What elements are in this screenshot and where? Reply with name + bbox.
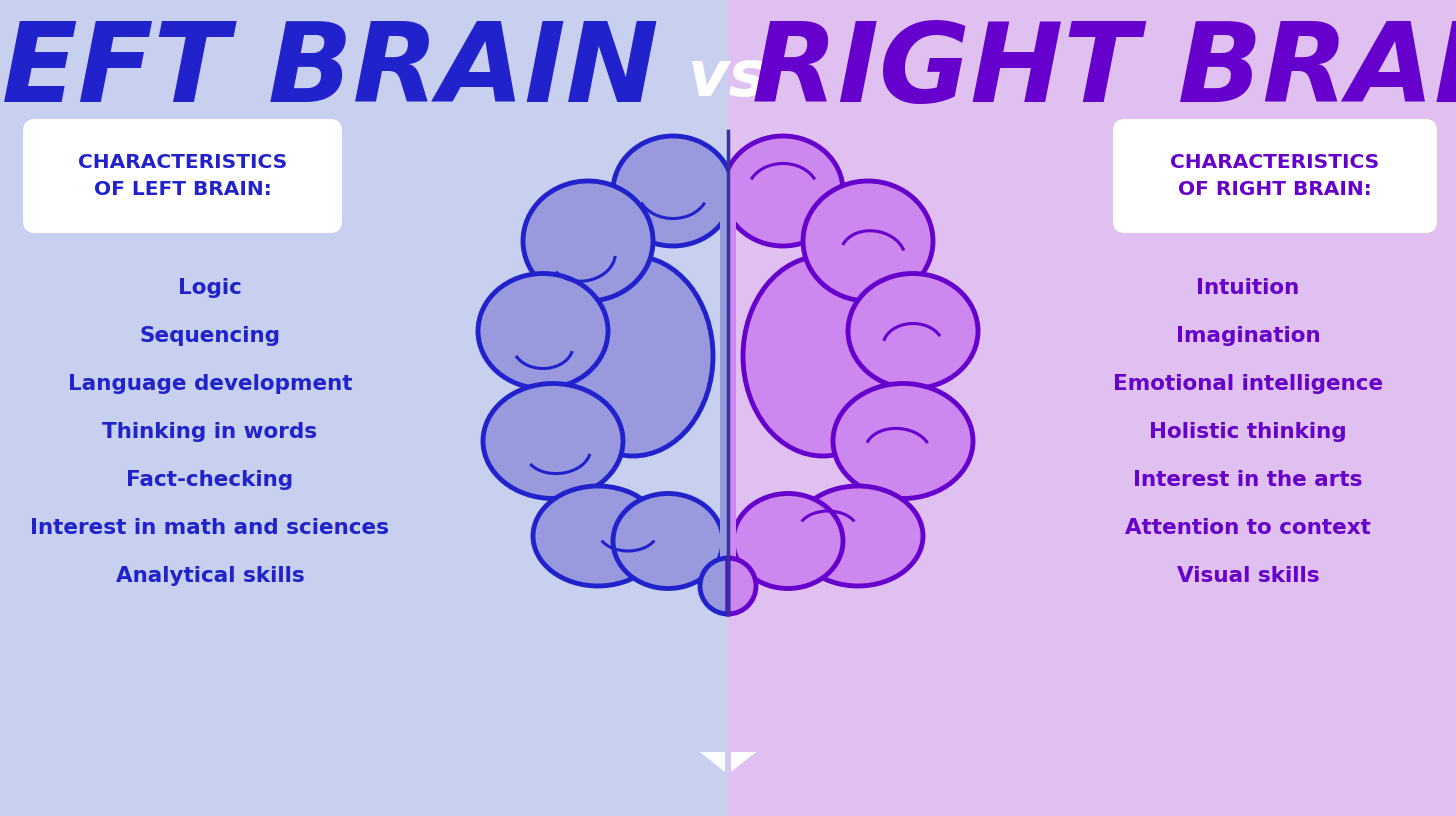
Text: Imagination: Imagination	[1175, 326, 1321, 346]
Ellipse shape	[613, 494, 724, 588]
Bar	[728, 0, 1456, 816]
Ellipse shape	[794, 486, 923, 586]
Wedge shape	[728, 558, 756, 614]
Text: vs: vs	[689, 47, 767, 109]
Text: Sequencing: Sequencing	[140, 326, 281, 346]
Text: Visual skills: Visual skills	[1176, 566, 1319, 586]
Text: Attention to context: Attention to context	[1125, 518, 1372, 538]
Wedge shape	[700, 558, 728, 614]
Ellipse shape	[553, 256, 713, 456]
Text: Interest in the arts: Interest in the arts	[1133, 470, 1363, 490]
Ellipse shape	[743, 256, 903, 456]
FancyBboxPatch shape	[23, 119, 342, 233]
Text: Holistic thinking: Holistic thinking	[1149, 422, 1347, 442]
Text: RIGHT BRAIN: RIGHT BRAIN	[751, 17, 1456, 125]
Text: CHARACTERISTICS
OF RIGHT BRAIN:: CHARACTERISTICS OF RIGHT BRAIN:	[1171, 153, 1380, 199]
Text: Thinking in words: Thinking in words	[102, 422, 317, 442]
Text: Language development: Language development	[68, 374, 352, 394]
Ellipse shape	[483, 384, 623, 499]
Bar	[721, 186, 728, 586]
Polygon shape	[700, 752, 725, 772]
Ellipse shape	[804, 181, 933, 301]
Polygon shape	[731, 752, 756, 772]
Ellipse shape	[613, 136, 732, 246]
Text: Fact-checking: Fact-checking	[127, 470, 294, 490]
Ellipse shape	[724, 136, 843, 246]
FancyBboxPatch shape	[1112, 119, 1437, 233]
Ellipse shape	[533, 486, 662, 586]
Text: Intuition: Intuition	[1197, 278, 1300, 298]
Ellipse shape	[478, 273, 609, 388]
Ellipse shape	[523, 181, 652, 301]
Text: Emotional intelligence: Emotional intelligence	[1112, 374, 1383, 394]
Ellipse shape	[847, 273, 978, 388]
Ellipse shape	[833, 384, 973, 499]
Bar	[0, 0, 728, 816]
Text: Logic: Logic	[178, 278, 242, 298]
Text: CHARACTERISTICS
OF LEFT BRAIN:: CHARACTERISTICS OF LEFT BRAIN:	[77, 153, 287, 199]
Bar	[728, 186, 735, 586]
Ellipse shape	[732, 494, 843, 588]
Text: LEFT BRAIN: LEFT BRAIN	[0, 17, 660, 125]
Text: Interest in math and sciences: Interest in math and sciences	[31, 518, 390, 538]
Text: Analytical skills: Analytical skills	[115, 566, 304, 586]
